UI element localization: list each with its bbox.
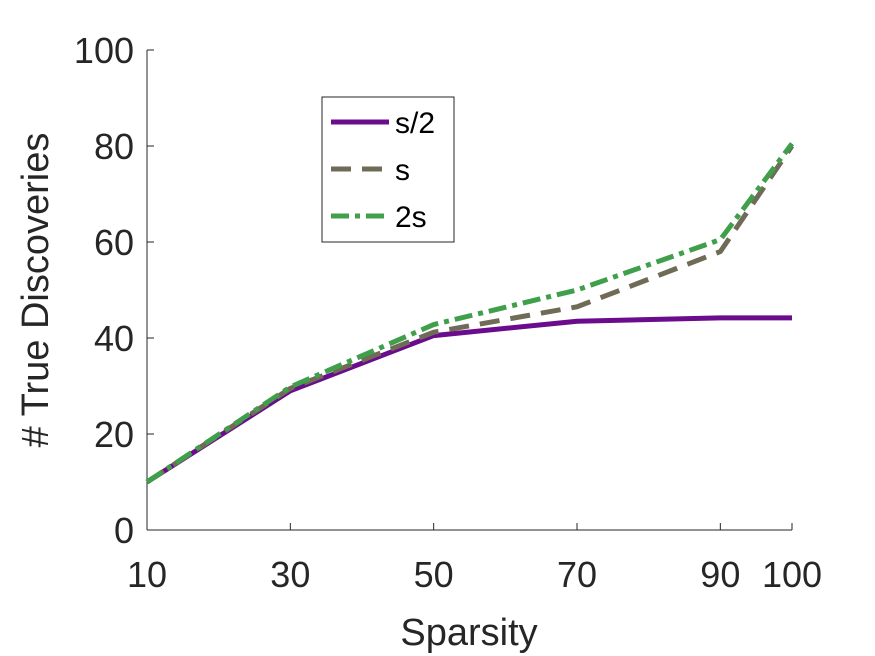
x-tick-label: 90	[700, 554, 740, 595]
y-tick-label: 40	[94, 318, 134, 359]
y-tick-label: 20	[94, 414, 134, 455]
x-axis-label: Sparsity	[400, 612, 537, 654]
x-tick-label: 100	[762, 554, 822, 595]
y-axis-label: # True Discoveries	[15, 133, 57, 448]
legend-label: 2s	[395, 201, 427, 234]
y-tick-label: 0	[114, 510, 134, 551]
series-line-2s	[145, 142, 795, 485]
tick-labels: 10 30 50 70 90 100 0 20 40 60 80 100	[74, 30, 822, 595]
x-tick-label: 70	[557, 554, 597, 595]
legend-label: s	[395, 154, 410, 187]
series-layer	[145, 142, 795, 485]
legend-label: s/2	[395, 107, 435, 140]
axes	[146, 49, 793, 531]
y-tick-label: 60	[94, 222, 134, 263]
y-tick-label: 80	[94, 126, 134, 167]
series-line-s2	[145, 315, 792, 485]
x-tick-label: 30	[270, 554, 310, 595]
x-tick-label: 50	[414, 554, 454, 595]
y-tick-label: 100	[74, 30, 134, 71]
x-tick-label: 10	[127, 554, 167, 595]
legend: s/2 s 2s	[321, 96, 455, 243]
